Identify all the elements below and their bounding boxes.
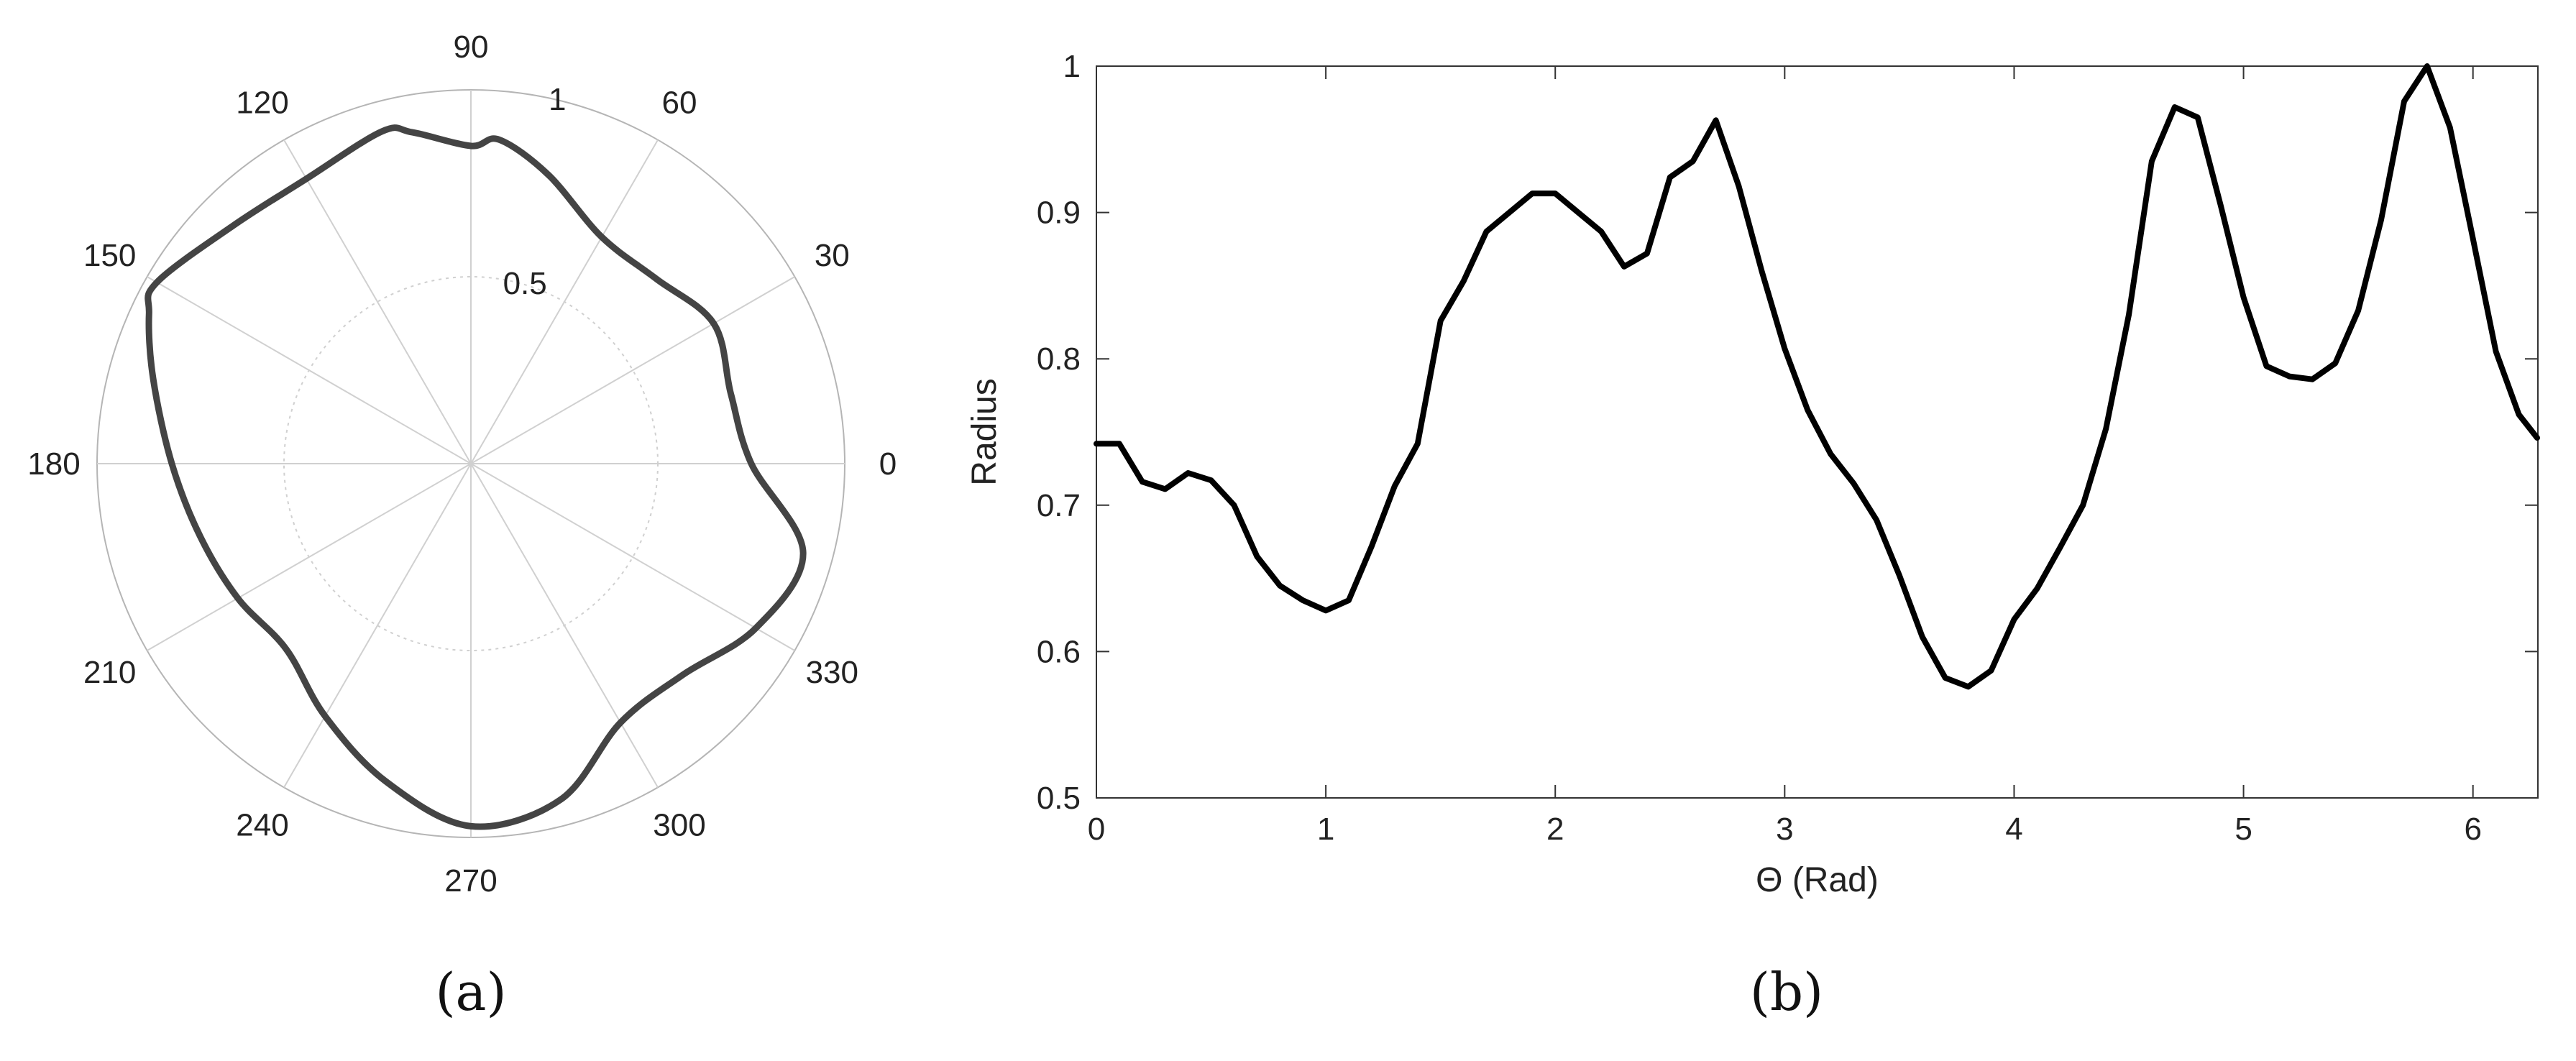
y-tick-label: 0.5 — [1037, 781, 1081, 816]
polar-grid-spoke — [283, 463, 472, 788]
y-tick-label: 0.9 — [1037, 196, 1081, 231]
panel-label-a: (a) — [435, 962, 506, 1022]
y-axis-label: Radius — [966, 378, 1004, 485]
y-tick-label: 0.7 — [1037, 488, 1081, 523]
polar-theta-tick-label: 30 — [815, 238, 850, 273]
panel-label-b: (b) — [1750, 962, 1823, 1022]
x-tick-label: 3 — [1776, 812, 1793, 847]
x-tick-label: 5 — [2234, 812, 2252, 847]
polar-theta-tick-label: 120 — [236, 86, 288, 121]
x-tick-label: 0 — [1088, 812, 1105, 847]
polar-r-tick-label: 0.5 — [503, 266, 547, 301]
line-chart: 0 1 2 3 4 5 6 0.5 0.6 0.7 0.8 0.9 1 Θ (Rad) Radius — [966, 49, 2540, 899]
plot-area-frame — [1096, 65, 2539, 799]
polar-r-tick-label: 1 — [549, 82, 566, 117]
polar-grid-spoke — [147, 463, 472, 651]
polar-theta-tick-label: 150 — [83, 238, 136, 273]
polar-theta-tick-label: 270 — [444, 863, 497, 899]
x-tick-label: 1 — [1317, 812, 1334, 847]
x-tick-label: 6 — [2464, 812, 2481, 847]
polar-theta-tick-label: 300 — [653, 807, 705, 842]
polar-grid-spoke — [470, 139, 659, 464]
polar-theta-tick-label: 240 — [236, 807, 288, 842]
x-tick-label: 2 — [1546, 812, 1564, 847]
y-tick-label: 1 — [1063, 49, 1081, 84]
polar-grid-spoke — [283, 139, 472, 464]
x-axis-label: Θ (Rad) — [1756, 861, 1879, 899]
polar-theta-tick-label: 0 — [879, 446, 897, 482]
polar-theta-tick-label: 90 — [454, 29, 489, 65]
polar-grid-spoke — [470, 276, 795, 464]
polar-theta-tick-label: 210 — [83, 655, 136, 690]
polar-chart: 0.5 1 0 30 60 90 120 150 180 210 240 270 300 330 — [27, 29, 897, 899]
y-tick-label: 0.6 — [1037, 634, 1081, 669]
polar-theta-tick-label: 60 — [662, 86, 697, 121]
polar-grid-spoke — [470, 463, 659, 788]
polar-grid-spoke — [147, 276, 472, 464]
series-line — [1094, 63, 2540, 690]
polar-theta-tick-label: 330 — [806, 655, 858, 690]
polar-grid-spoke — [470, 463, 795, 651]
y-tick-label: 0.8 — [1037, 341, 1081, 377]
polar-theta-tick-label: 180 — [27, 446, 80, 482]
polar-series-line — [145, 124, 807, 830]
x-tick-label: 4 — [2005, 812, 2022, 847]
